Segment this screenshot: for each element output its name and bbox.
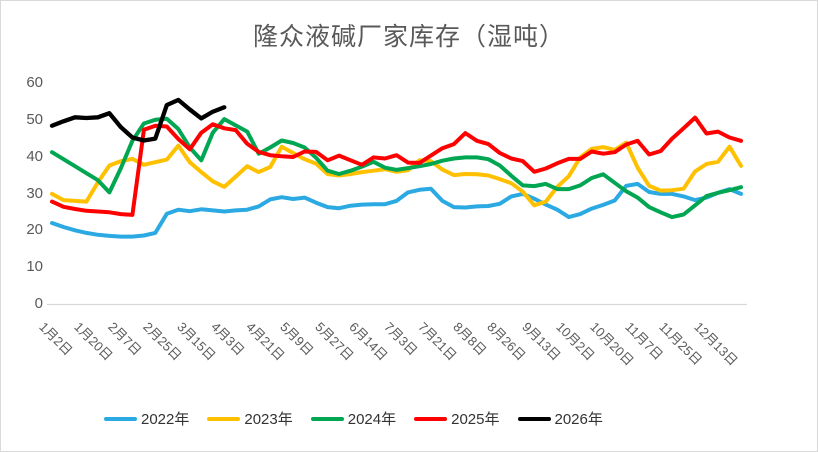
y-tick-label-60: 60 xyxy=(26,74,43,91)
legend-label-2024年: 2024年 xyxy=(347,411,397,428)
y-tick-label-30: 30 xyxy=(26,184,43,202)
legend-swatch-2023年 xyxy=(207,416,241,421)
legend-label-2025年: 2025年 xyxy=(451,411,500,428)
y-tick-label-40: 40 xyxy=(26,147,43,165)
legend-label-2023年: 2023年 xyxy=(244,411,293,428)
legend-item-2025年: 2025年 xyxy=(414,408,500,429)
legend-swatch-2026年 xyxy=(517,416,551,421)
legend-item-2024年: 2024年 xyxy=(310,408,397,429)
legend: 2022年 2023年 2024年 2025年 2026年 xyxy=(104,408,603,429)
y-tick-label-20: 20 xyxy=(26,221,43,239)
legend-item-2026年: 2026年 xyxy=(517,408,603,429)
legend-swatch-2025年 xyxy=(414,416,448,421)
legend-item-2022年: 2022年 xyxy=(104,408,189,429)
legend-item-2023年: 2023年 xyxy=(207,408,293,429)
y-tick-label-10: 10 xyxy=(26,258,43,276)
series-line-2024年 xyxy=(50,116,743,220)
legend-swatch-2024年 xyxy=(310,416,344,421)
y-tick-label-0: 0 xyxy=(34,295,43,312)
series-line-2025年 xyxy=(50,115,743,217)
legend-label-2026年: 2026年 xyxy=(554,411,603,428)
series-line-2022年 xyxy=(50,181,743,239)
chart-title: 隆众液碱厂家库存（湿吨） xyxy=(252,23,565,51)
legend-label-2022年: 2022年 xyxy=(141,411,190,428)
legend-swatch-2022年 xyxy=(104,416,137,421)
series-line-2026年 xyxy=(49,97,227,143)
y-tick-label-50: 50 xyxy=(26,110,43,128)
